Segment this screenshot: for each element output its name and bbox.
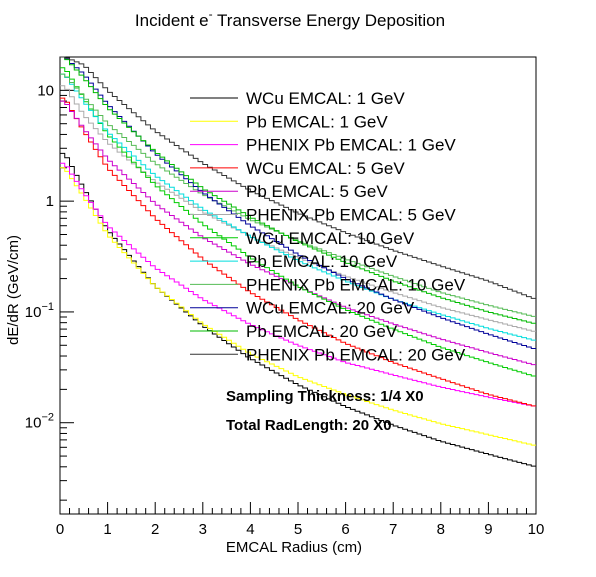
series-layer [60, 56, 536, 467]
series-line-1 [60, 152, 536, 467]
y-axis-label: dE/dR (GeV/cm) [5, 235, 22, 345]
series-line-12 [60, 56, 536, 299]
legend-label: PHENIX Pb EMCAL: 5 GeV [246, 206, 456, 225]
x-tick-label: 4 [246, 521, 254, 538]
x-tick-label: 6 [341, 521, 349, 538]
legend-label: PHENIX Pb EMCAL: 20 GeV [246, 345, 466, 364]
annotation-sampling-thickness: Sampling Thickness: 1/4 X0 [226, 388, 424, 405]
x-tick-label: 10 [528, 521, 545, 538]
legend-label: WCu EMCAL: 1 GeV [246, 89, 405, 108]
x-tick-label: 9 [484, 521, 492, 538]
legend: WCu EMCAL: 1 GeV Pb EMCAL: 1 GeV PHENIX Pb… [190, 89, 466, 364]
annotation-total-radlength: Total RadLength: 20 X0 [226, 417, 392, 434]
y-axis: 10−2 10−1 1 10 [25, 56, 74, 501]
x-tick-label: 3 [199, 521, 207, 538]
legend-label: PHENIX Pb EMCAL: 1 GeV [246, 136, 456, 155]
x-axis-label: EMCAL Radius (cm) [226, 539, 362, 556]
y-tick-label: 10−1 [25, 301, 54, 321]
x-axis: 0 1 2 3 4 5 6 7 8 9 10 [56, 502, 545, 538]
series-line-11 [60, 56, 536, 324]
x-tick-label: 5 [294, 521, 302, 538]
y-tick-label: 1 [46, 193, 54, 210]
series-line-8 [60, 73, 536, 341]
series-line-2 [60, 167, 536, 446]
legend-label: Pb EMCAL: 20 GeV [246, 322, 398, 341]
legend-label: WCu EMCAL: 20 GeV [246, 299, 415, 318]
legend-label: WCu EMCAL: 10 GeV [246, 229, 415, 248]
x-tick-label: 8 [437, 521, 445, 538]
x-tick-label: 0 [56, 521, 64, 538]
legend-label: WCu EMCAL: 5 GeV [246, 159, 405, 178]
y-tick-label: 10−2 [25, 412, 54, 432]
x-tick-label: 1 [103, 521, 111, 538]
legend-label: Pb EMCAL: 10 GeV [246, 252, 398, 271]
legend-label: Pb EMCAL: 1 GeV [246, 112, 388, 131]
chart-title: Incident e- Transverse Energy Deposition [135, 7, 445, 30]
y-tick-label: 10 [37, 82, 54, 99]
x-tick-label: 7 [389, 521, 397, 538]
series-line-3 [60, 162, 536, 407]
series-line-7 [60, 67, 536, 377]
x-tick-label: 2 [151, 521, 159, 538]
series-line-4 [60, 97, 536, 407]
legend-label: Pb EMCAL: 5 GeV [246, 182, 388, 201]
legend-label: PHENIX Pb EMCAL: 10 GeV [246, 275, 466, 294]
